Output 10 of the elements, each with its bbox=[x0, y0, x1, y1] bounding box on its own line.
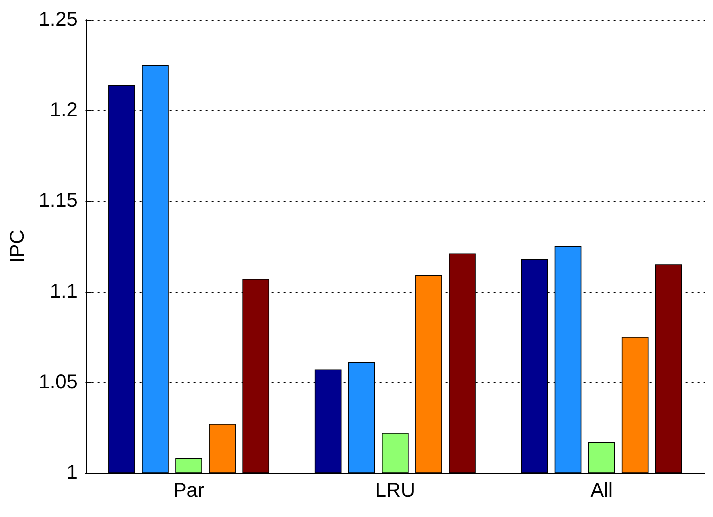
x-tick-label: All bbox=[590, 480, 613, 502]
y-axis-title: IPC bbox=[7, 230, 29, 264]
y-tick-label: 1.15 bbox=[38, 190, 78, 212]
y-tick-label: 1.1 bbox=[50, 280, 78, 303]
y-tick-label: 1.2 bbox=[50, 100, 78, 122]
x-tick-label: Par bbox=[173, 480, 205, 502]
y-tick-label: 1 bbox=[66, 462, 78, 484]
y-tick-label: 1.25 bbox=[38, 9, 78, 31]
x-tick-label: LRU bbox=[375, 480, 416, 502]
y-tick-label: 1.05 bbox=[38, 371, 78, 394]
